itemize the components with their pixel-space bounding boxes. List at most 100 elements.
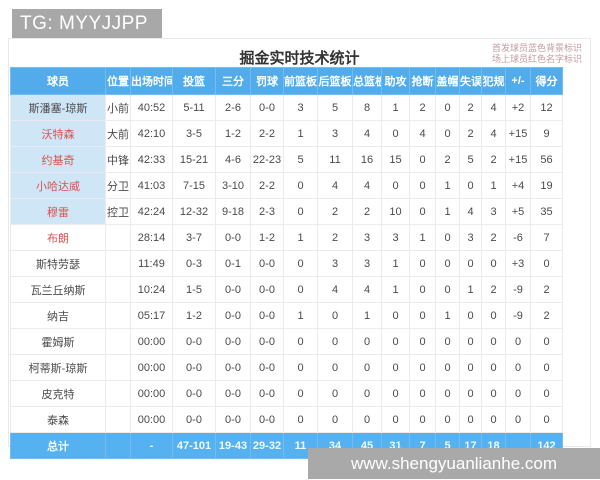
stat-cell: 7-15 bbox=[172, 172, 216, 199]
stat-cell: 1 bbox=[283, 302, 318, 329]
table-row: 约基奇 中锋 42:33 15-21 4-6 22-23 5 11 16 15 0 2 5 2 +15 56 bbox=[10, 146, 563, 173]
stat-cell: 0 bbox=[459, 328, 482, 355]
stat-cell bbox=[105, 276, 131, 303]
stat-cell: 0 bbox=[381, 380, 410, 407]
stat-cell: +2 bbox=[505, 94, 531, 121]
stat-cell: 0 bbox=[283, 354, 318, 381]
stat-cell: 0 bbox=[409, 328, 436, 355]
stat-cell: 0-0 bbox=[250, 354, 284, 381]
stat-cell: 2 bbox=[530, 276, 563, 303]
stat-cell: 0 bbox=[352, 380, 382, 407]
stat-cell: 0 bbox=[530, 250, 563, 277]
stat-cell: 2 bbox=[481, 224, 506, 251]
stat-cell: 4 bbox=[317, 172, 353, 199]
stat-cell: 0 bbox=[409, 250, 436, 277]
stat-cell: 12 bbox=[530, 94, 563, 121]
stat-cell: 3 bbox=[283, 94, 318, 121]
stat-cell: 0 bbox=[459, 250, 482, 277]
stat-cell: 4 bbox=[481, 120, 506, 147]
stat-cell: 16 bbox=[352, 146, 382, 173]
player-name: 泰森 bbox=[10, 406, 106, 433]
totals-cell: 29-32 bbox=[250, 432, 284, 459]
stat-cell: 3-7 bbox=[172, 224, 216, 251]
stat-cell: 0 bbox=[381, 406, 410, 433]
stat-cell: 0-0 bbox=[215, 354, 251, 381]
stat-cell: 00:00 bbox=[130, 328, 173, 355]
player-name: 小哈达威 bbox=[10, 172, 106, 199]
stat-cell: 0 bbox=[317, 328, 353, 355]
table-row: 柯蒂斯-琼斯 00:00 0-0 0-0 0-0 0 0 0 0 0 0 0 0 0 0 bbox=[10, 354, 563, 381]
table-row: 斯特劳瑟 11:49 0-3 0-1 0-0 0 3 3 1 0 0 0 0 +3 0 bbox=[10, 250, 563, 277]
stat-cell: 28:14 bbox=[130, 224, 173, 251]
player-name: 皮克特 bbox=[10, 380, 106, 407]
stat-cell: 0 bbox=[505, 328, 531, 355]
player-name: 布朗 bbox=[10, 224, 106, 251]
column-header: 三分 bbox=[215, 67, 251, 95]
stat-cell: 0 bbox=[459, 302, 482, 329]
stat-cell: 1-2 bbox=[215, 120, 251, 147]
stat-cell: 2 bbox=[530, 302, 563, 329]
stat-cell: 0 bbox=[459, 406, 482, 433]
stat-cell: 2 bbox=[459, 120, 482, 147]
stat-cell bbox=[105, 354, 131, 381]
stat-cell: 0 bbox=[459, 354, 482, 381]
totals-cell: 19-43 bbox=[215, 432, 251, 459]
telegram-watermark-banner: TG: MYYJJPP bbox=[12, 9, 162, 38]
stat-cell: 1 bbox=[381, 250, 410, 277]
stat-cell: 0 bbox=[352, 354, 382, 381]
totals-label: 总计 bbox=[10, 432, 106, 459]
stat-cell: 0 bbox=[530, 380, 563, 407]
table-row: 霍姆斯 00:00 0-0 0-0 0-0 0 0 0 0 0 0 0 0 0 0 bbox=[10, 328, 563, 355]
stat-cell: 56 bbox=[530, 146, 563, 173]
stat-cell: 10 bbox=[381, 198, 410, 225]
player-name: 瓦兰丘纳斯 bbox=[10, 276, 106, 303]
stat-cell: 1 bbox=[435, 172, 460, 199]
stat-cell: 9 bbox=[530, 120, 563, 147]
stat-cell: 2-6 bbox=[215, 94, 251, 121]
stat-cell: 0 bbox=[435, 94, 460, 121]
stat-cell: 2 bbox=[481, 146, 506, 173]
stat-cell: 0 bbox=[317, 380, 353, 407]
player-name: 柯蒂斯-琼斯 bbox=[10, 354, 106, 381]
stat-cell: 0 bbox=[481, 406, 506, 433]
stat-cell: 4 bbox=[352, 120, 382, 147]
stat-cell: 0 bbox=[530, 354, 563, 381]
table-row: 小哈达威 分卫 41:03 7-15 3-10 2-2 0 4 4 0 0 1 0 1 +4 19 bbox=[10, 172, 563, 199]
stat-cell: 5 bbox=[283, 146, 318, 173]
stat-cell: 15-21 bbox=[172, 146, 216, 173]
stat-cell: 0 bbox=[505, 380, 531, 407]
stat-cell: +3 bbox=[505, 250, 531, 277]
stat-cell: 0-0 bbox=[250, 380, 284, 407]
table-row: 斯潘塞-琼斯 小前 40:52 5-11 2-6 0-0 3 5 8 1 2 0 2 4 +2 12 bbox=[10, 94, 563, 121]
stat-cell: 00:00 bbox=[130, 380, 173, 407]
stat-cell: 4 bbox=[459, 198, 482, 225]
stat-cell: 0 bbox=[481, 380, 506, 407]
totals-cell: - bbox=[130, 432, 173, 459]
stat-cell: 4 bbox=[352, 276, 382, 303]
stat-cell: 3 bbox=[481, 198, 506, 225]
stat-cell: 35 bbox=[530, 198, 563, 225]
stat-cell: -9 bbox=[505, 302, 531, 329]
stat-cell: 0-0 bbox=[250, 276, 284, 303]
stat-cell: 1 bbox=[435, 302, 460, 329]
stat-cell: 0 bbox=[435, 354, 460, 381]
column-header: 助攻 bbox=[381, 67, 410, 95]
stat-cell: 0 bbox=[283, 250, 318, 277]
column-header: 总篮板 bbox=[352, 67, 382, 95]
stat-cell: 00:00 bbox=[130, 354, 173, 381]
stat-cell: 4 bbox=[409, 120, 436, 147]
player-name: 穆雷 bbox=[10, 198, 106, 225]
stats-panel: 掘金实时技术统计 首发球员蓝色背景标识 场上球员红色名字标识 球员 位置 出场时间投… bbox=[8, 38, 591, 459]
legend-note-starters: 首发球员蓝色背景标识 bbox=[491, 43, 582, 53]
stat-cell: 2 bbox=[352, 198, 382, 225]
stat-cell: 0 bbox=[435, 250, 460, 277]
column-header: 盖帽 bbox=[435, 67, 460, 95]
stat-cell: 0 bbox=[530, 328, 563, 355]
column-header: 出场时间 bbox=[130, 67, 173, 95]
stat-cell: 12-32 bbox=[172, 198, 216, 225]
totals-cell bbox=[105, 432, 131, 459]
table-row: 沃特森 大前 42:10 3-5 1-2 2-2 1 3 4 0 4 0 2 4 +15 9 bbox=[10, 120, 563, 147]
stat-cell: 0 bbox=[381, 354, 410, 381]
stat-cell bbox=[105, 380, 131, 407]
website-watermark-text: www.shengyuanlianhe.com bbox=[350, 454, 557, 473]
